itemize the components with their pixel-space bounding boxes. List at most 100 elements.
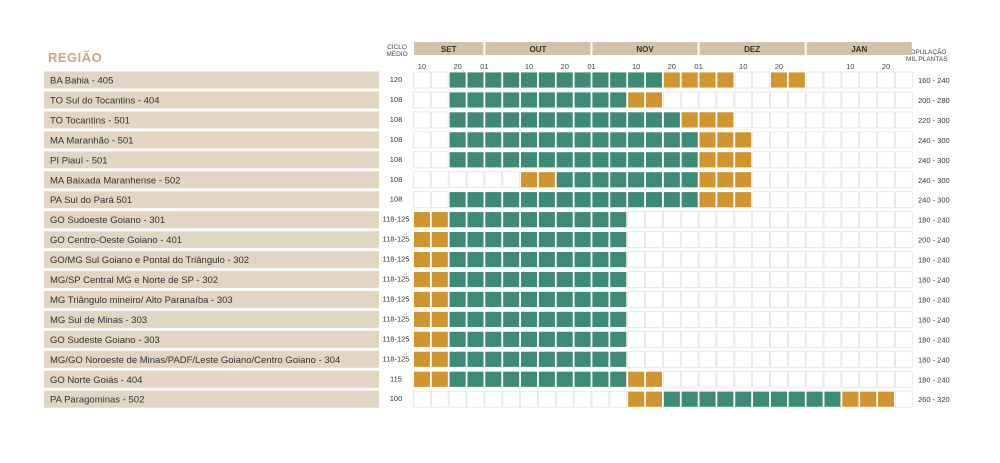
vegetative-cell [573,370,592,388]
empty-cell [734,310,753,328]
vegetative-cell [448,271,467,288]
planting-cell [716,131,735,149]
vegetative-cell [609,171,628,189]
vegetative-cell [538,191,556,209]
empty-cell [413,131,431,149]
empty-cell [413,71,431,89]
cycle-value: 108 [390,115,403,124]
empty-cell [787,151,806,169]
empty-cell [734,231,753,249]
vegetative-cell [502,211,521,229]
planting-cell [734,171,753,189]
empty-cell [877,251,895,268]
vegetative-cell [484,151,503,169]
empty-cell [752,330,770,348]
empty-cell [609,390,628,408]
empty-cell [859,330,878,348]
empty-cell [787,271,806,288]
region-label: PA Paragominas - 502 [50,395,144,406]
empty-cell [859,251,878,268]
empty-cell [841,291,860,308]
vegetative-cell [448,71,467,89]
region-label: MA Baixada Maranhense - 502 [50,175,180,186]
planting-cell [698,151,717,169]
vegetative-cell [609,191,628,209]
empty-cell [859,151,878,169]
region-row-bg [44,290,379,308]
empty-cell [734,211,753,229]
empty-cell [877,310,895,328]
empty-cell [895,390,913,408]
population-value: 200 - 280 [918,96,950,105]
empty-cell [752,111,770,129]
vegetative-cell [645,131,663,149]
empty-cell [770,191,788,209]
vegetative-cell [502,91,521,109]
population-value: 240 - 300 [918,196,950,205]
planting-cell [627,370,645,388]
vegetative-cell [555,271,574,288]
empty-cell [716,211,735,229]
empty-cell [895,330,913,348]
planting-cell [698,111,717,129]
vegetative-cell [448,251,467,268]
empty-cell [841,251,860,268]
cycle-value: 100 [390,394,403,403]
region-label: MG/GO Noroeste de Minas/PADF/Leste Goian… [50,355,340,366]
vegetative-cell [770,390,788,408]
empty-cell [627,291,645,308]
empty-cell [805,211,824,229]
vegetative-cell [538,131,556,149]
empty-cell [663,231,681,249]
empty-cell [787,291,806,308]
vegetative-cell [663,131,681,149]
region-label: GO Sudoeste Goiano - 301 [50,215,165,226]
empty-cell [430,151,449,169]
planting-cell [734,131,753,149]
empty-cell [645,231,663,249]
empty-cell [859,350,878,368]
empty-cell [645,271,663,288]
empty-cell [663,271,681,288]
empty-cell [698,330,717,348]
empty-cell [430,131,449,149]
region-row-bg [44,390,379,408]
vegetative-cell [484,71,503,89]
empty-cell [841,271,860,288]
population-value: 180 - 240 [918,375,950,384]
empty-cell [752,310,770,328]
vegetative-cell [448,310,467,328]
population-value: 220 - 300 [918,116,950,125]
empty-cell [895,291,913,308]
vegetative-cell [502,291,521,308]
vegetative-cell [645,71,663,89]
empty-cell [645,330,663,348]
region-row-bg [44,211,379,229]
vegetative-cell [520,350,538,368]
vegetative-cell [555,131,574,149]
vegetative-cell [555,91,574,109]
planting-cell [716,191,735,209]
vegetative-cell [573,171,592,189]
empty-cell [823,151,842,169]
vegetative-cell [591,191,610,209]
region-label: MA Maranhão - 501 [50,135,133,146]
empty-cell [680,350,699,368]
empty-cell [841,370,860,388]
empty-cell [502,171,521,189]
vegetative-cell [484,310,503,328]
empty-cell [716,330,735,348]
empty-cell [770,251,788,268]
empty-cell [413,111,431,129]
vegetative-cell [448,370,467,388]
empty-cell [770,330,788,348]
cycle-value: 118-125 [383,354,410,363]
vegetative-cell [609,131,628,149]
empty-cell [770,310,788,328]
population-value: 180 - 240 [918,276,950,285]
vegetative-cell [645,151,663,169]
vegetative-cell [609,350,628,368]
vegetative-cell [484,291,503,308]
month-label: DEZ [744,45,760,54]
cycle-value: 115 [390,374,402,383]
